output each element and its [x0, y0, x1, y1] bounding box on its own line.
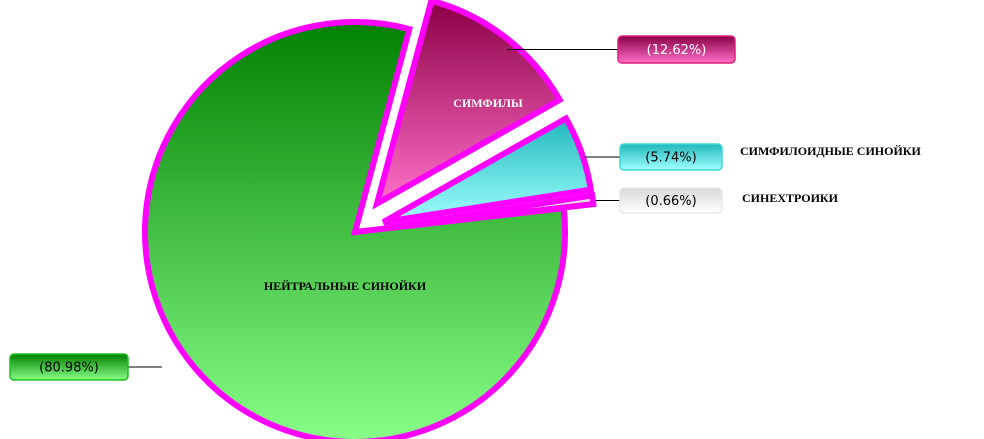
slice-label: СИМФИЛЫ: [453, 96, 523, 110]
value-label: (5.74%): [645, 151, 696, 166]
pie-slice: [381, 114, 595, 226]
slice-label: СИМФИЛОИДНЫЕ СИНОЙКИ: [740, 144, 921, 158]
value-label: (12.62%): [647, 43, 707, 58]
pie-slice: [142, 19, 568, 439]
slice-label: НЕЙТРАЛЬНЫЕ СИНОЙКИ: [264, 279, 427, 293]
value-label-box: [619, 187, 723, 214]
value-label-box: [619, 143, 723, 171]
value-label: (80.98%): [39, 361, 99, 376]
value-label-box: [617, 35, 736, 64]
slice-label: СИНЕХТРОИКИ: [742, 191, 839, 205]
value-label: (0.66%): [645, 194, 696, 209]
value-label-box: [9, 353, 129, 381]
pie-slice: [372, 0, 564, 210]
